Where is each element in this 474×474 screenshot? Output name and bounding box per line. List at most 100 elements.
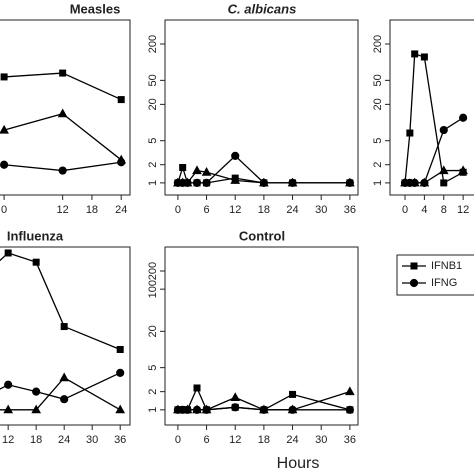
x-tick-label: 24 <box>58 434 70 446</box>
marker-circle <box>32 387 41 396</box>
marker-circle <box>420 178 429 187</box>
series-line <box>4 72 122 101</box>
y-tick-label: 200 <box>147 262 159 280</box>
panel-title: Measles <box>70 1 121 16</box>
x-tick-label: 0 <box>402 204 408 216</box>
y-tick-label: 20 <box>372 98 384 110</box>
y-tick-label: 1 <box>147 407 159 413</box>
y-tick-label: 2 <box>372 162 384 168</box>
y-tick-label: 50 <box>372 74 384 86</box>
y-tick-label: 1 <box>147 180 159 186</box>
x-tick-label: 6 <box>203 204 209 216</box>
marker-square <box>179 163 187 171</box>
marker-triangle <box>0 124 9 134</box>
marker-triangle <box>230 392 241 401</box>
marker-circle <box>231 151 240 161</box>
marker-circle <box>202 405 211 414</box>
x-tick-label: 18 <box>86 204 98 216</box>
x-tick-label: 8 <box>441 204 447 216</box>
x-tick-label: 12 <box>57 204 69 216</box>
series-line <box>0 372 121 400</box>
x-tick-label: 24 <box>286 434 298 446</box>
marker-circle <box>4 380 13 389</box>
series-line <box>0 376 121 411</box>
y-tick-label: 20 <box>147 98 159 110</box>
y-tick-label: 50 <box>147 74 159 86</box>
marker-square <box>420 53 428 61</box>
marker-square <box>193 384 201 392</box>
x-tick-label: 24 <box>115 204 127 216</box>
x-tick-label: 30 <box>86 434 98 446</box>
marker-triangle <box>345 386 355 396</box>
marker-triangle <box>192 165 202 175</box>
marker-square <box>32 258 40 266</box>
marker-circle <box>410 178 419 187</box>
x-tick-label: 18 <box>30 434 42 446</box>
marker-circle <box>192 405 202 414</box>
marker-square <box>60 323 68 331</box>
panel: Measles 0 12 18 24 <box>0 1 131 216</box>
y-tick-label: 2 <box>147 389 159 395</box>
marker-triangle <box>438 165 449 175</box>
y-tick-label: 5 <box>372 138 384 144</box>
marker-triangle <box>201 167 212 176</box>
marker-circle <box>259 405 268 414</box>
y-tick-label: 200 <box>147 35 159 53</box>
marker-square <box>116 345 124 353</box>
panel-title: C. albicans <box>228 1 297 16</box>
x-tick-label: 18 <box>258 204 270 216</box>
marker-square <box>0 73 8 81</box>
marker-circle <box>192 178 202 187</box>
series-line <box>0 252 121 351</box>
marker-triangle <box>31 404 42 414</box>
legend-label: IFNG <box>431 277 457 289</box>
marker-square <box>406 129 414 137</box>
y-tick-label: 1 <box>372 180 384 186</box>
marker-square <box>4 249 12 257</box>
x-tick-label: 12 <box>229 204 241 216</box>
panel-title: Control <box>239 228 285 243</box>
marker-circle <box>288 178 297 187</box>
plot-frame <box>164 19 359 196</box>
marker-square <box>440 179 448 187</box>
marker-circle <box>60 395 69 404</box>
y-tick-label: 5 <box>147 365 159 371</box>
y-tick-label: 100 <box>147 280 159 298</box>
x-tick-label: 12 <box>457 204 469 216</box>
y-tick-label: 2 <box>147 162 159 168</box>
plot-frame <box>164 246 359 426</box>
x-tick-label: 36 <box>344 434 356 446</box>
panel-title: Influenza <box>7 228 64 243</box>
x-tick-label: 36 <box>114 434 126 446</box>
x-tick-label: 36 <box>344 204 356 216</box>
marker-square <box>411 50 419 58</box>
marker-circle <box>117 158 126 167</box>
marker-square <box>59 69 67 77</box>
plot-frame <box>0 19 131 196</box>
marker-square <box>117 96 125 104</box>
marker-circle <box>58 166 67 175</box>
x-tick-label: 12 <box>2 434 14 446</box>
x-tick-label: 18 <box>258 434 270 446</box>
x-tick-label: 30 <box>315 204 327 216</box>
legend-marker <box>410 262 418 270</box>
x-tick-label: 4 <box>421 204 427 216</box>
y-tick-label: 20 <box>147 325 159 337</box>
marker-circle <box>183 405 192 414</box>
series-line <box>3 113 122 161</box>
legend-marker <box>409 278 419 288</box>
x-tick-label: 12 <box>229 434 241 446</box>
marker-circle <box>116 368 125 377</box>
marker-circle <box>0 160 9 169</box>
x-tick-label: 24 <box>286 204 298 216</box>
x-tick-label: 30 <box>315 434 327 446</box>
marker-circle <box>459 113 468 122</box>
marker-circle <box>202 178 211 187</box>
marker-triangle <box>59 372 70 382</box>
marker-triangle <box>115 404 126 414</box>
